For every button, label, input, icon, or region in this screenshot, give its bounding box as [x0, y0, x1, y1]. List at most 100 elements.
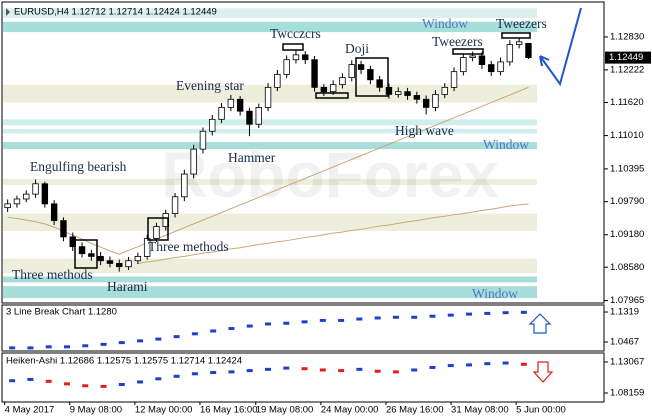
candle-body — [385, 86, 393, 95]
indicator-dot — [319, 368, 326, 372]
indicator-dot — [228, 370, 235, 374]
chart-title: EURUSD,H4 1.12712 1.12714 1.12424 1.1244… — [14, 7, 217, 18]
candle-body — [283, 59, 290, 75]
candle-body — [264, 86, 272, 108]
indicator-dot — [27, 377, 34, 381]
watermark: RoboForex — [161, 139, 499, 211]
candle-body — [236, 98, 244, 112]
candle-body — [134, 256, 142, 262]
candle-body — [32, 183, 39, 195]
candle-body — [348, 64, 355, 79]
indicator-dot — [411, 368, 418, 372]
indicator-dot — [100, 342, 107, 346]
candle-body — [506, 44, 514, 63]
annotation: Tweezers — [432, 34, 483, 49]
x-tick-label: 9 May 08:00 — [70, 405, 122, 416]
indicator-dot — [82, 384, 89, 388]
y-tick-label: 1.07965 — [610, 295, 644, 306]
indicator-dot — [118, 383, 125, 387]
indicator-dot — [319, 318, 326, 322]
pattern-box — [452, 48, 484, 55]
panel-frame — [1, 304, 605, 352]
candle-body — [209, 118, 216, 132]
zone — [3, 119, 537, 126]
indicator-dot — [466, 312, 473, 316]
candle-body — [218, 107, 225, 120]
main-frame — [1, 1, 605, 304]
x-tick-label: 4 May 2017 — [5, 405, 55, 416]
candle-body — [367, 69, 374, 81]
candle-body — [88, 253, 95, 257]
header-icon — [6, 8, 10, 16]
candle-body — [320, 86, 328, 93]
annotation: Tweezers — [496, 16, 547, 31]
annotation: Three methods — [148, 239, 229, 254]
candle-body — [302, 54, 309, 61]
indicator-dot — [502, 361, 509, 365]
candle-body — [199, 130, 207, 150]
y-tick-label: 1.13067 — [610, 356, 644, 367]
indicator-dot — [466, 363, 473, 367]
indicator-dot — [27, 346, 34, 350]
indicator-dot — [45, 345, 52, 349]
indicator-dot — [484, 311, 491, 315]
indicator-dot — [392, 315, 399, 319]
indicator-dot — [210, 329, 217, 333]
indicator-dot — [63, 345, 70, 349]
indicator-dot — [411, 315, 418, 319]
moving-average — [137, 203, 529, 264]
y-tick-label: 1.09180 — [610, 229, 644, 240]
indicator-dot — [228, 327, 235, 331]
candle-body — [292, 54, 300, 61]
candle-body — [181, 173, 188, 198]
x-tick-label: 26 May 16:00 — [386, 405, 444, 416]
pattern-boxes — [74, 32, 531, 269]
candle-body — [50, 203, 58, 222]
indicator-dot — [502, 311, 509, 315]
indicator-dot — [265, 367, 271, 371]
indicator-dot — [45, 379, 52, 383]
forecast-arrow — [539, 7, 582, 87]
candle-body — [255, 107, 262, 125]
candle-body — [171, 196, 179, 214]
candle-body — [41, 183, 49, 205]
pattern-box — [355, 57, 389, 97]
zone — [3, 213, 537, 231]
panel-title: Heiken-Ashi 1.12686 1.12575 1.12575 1.12… — [6, 356, 242, 367]
annotation: Twcczcrs — [270, 26, 321, 41]
indicator-dot — [173, 374, 180, 378]
annotation: Window — [472, 286, 518, 301]
candle-body — [246, 110, 253, 125]
candle-body — [469, 55, 476, 58]
x-tick-label: 16 May 16:00 — [200, 405, 258, 416]
candle-body — [441, 86, 448, 95]
candle-body — [478, 55, 486, 65]
candle-body — [497, 61, 504, 73]
candle-body — [422, 98, 430, 108]
candle-body — [357, 64, 365, 70]
zones — [3, 8, 537, 299]
indicator-dot — [155, 337, 162, 341]
indicator-dot — [100, 384, 107, 388]
candle-body — [395, 91, 402, 95]
candle-body — [190, 148, 197, 175]
zone — [3, 258, 537, 274]
down-arrow — [532, 361, 554, 383]
annotation: Evening star — [176, 78, 244, 93]
indicator-dot — [356, 367, 363, 371]
last-price-label: 1.12449 — [609, 52, 643, 63]
indicator-dot — [520, 362, 527, 366]
indicator-dot — [356, 317, 363, 321]
panel-title: 3 Line Break Chart 1.1280 — [6, 307, 117, 318]
candle-body — [274, 73, 281, 88]
pattern-box — [501, 32, 531, 39]
x-tick-label: 12 May 00:00 — [135, 405, 193, 416]
indicator-dot — [338, 318, 345, 322]
candle-body — [143, 238, 151, 257]
indicator-dot — [246, 369, 253, 373]
annotation: Doji — [345, 41, 369, 56]
zone — [3, 142, 537, 150]
annotation: Engulfing bearish — [30, 159, 127, 174]
indicator-dot — [301, 320, 308, 324]
annotation: High wave — [395, 123, 454, 138]
